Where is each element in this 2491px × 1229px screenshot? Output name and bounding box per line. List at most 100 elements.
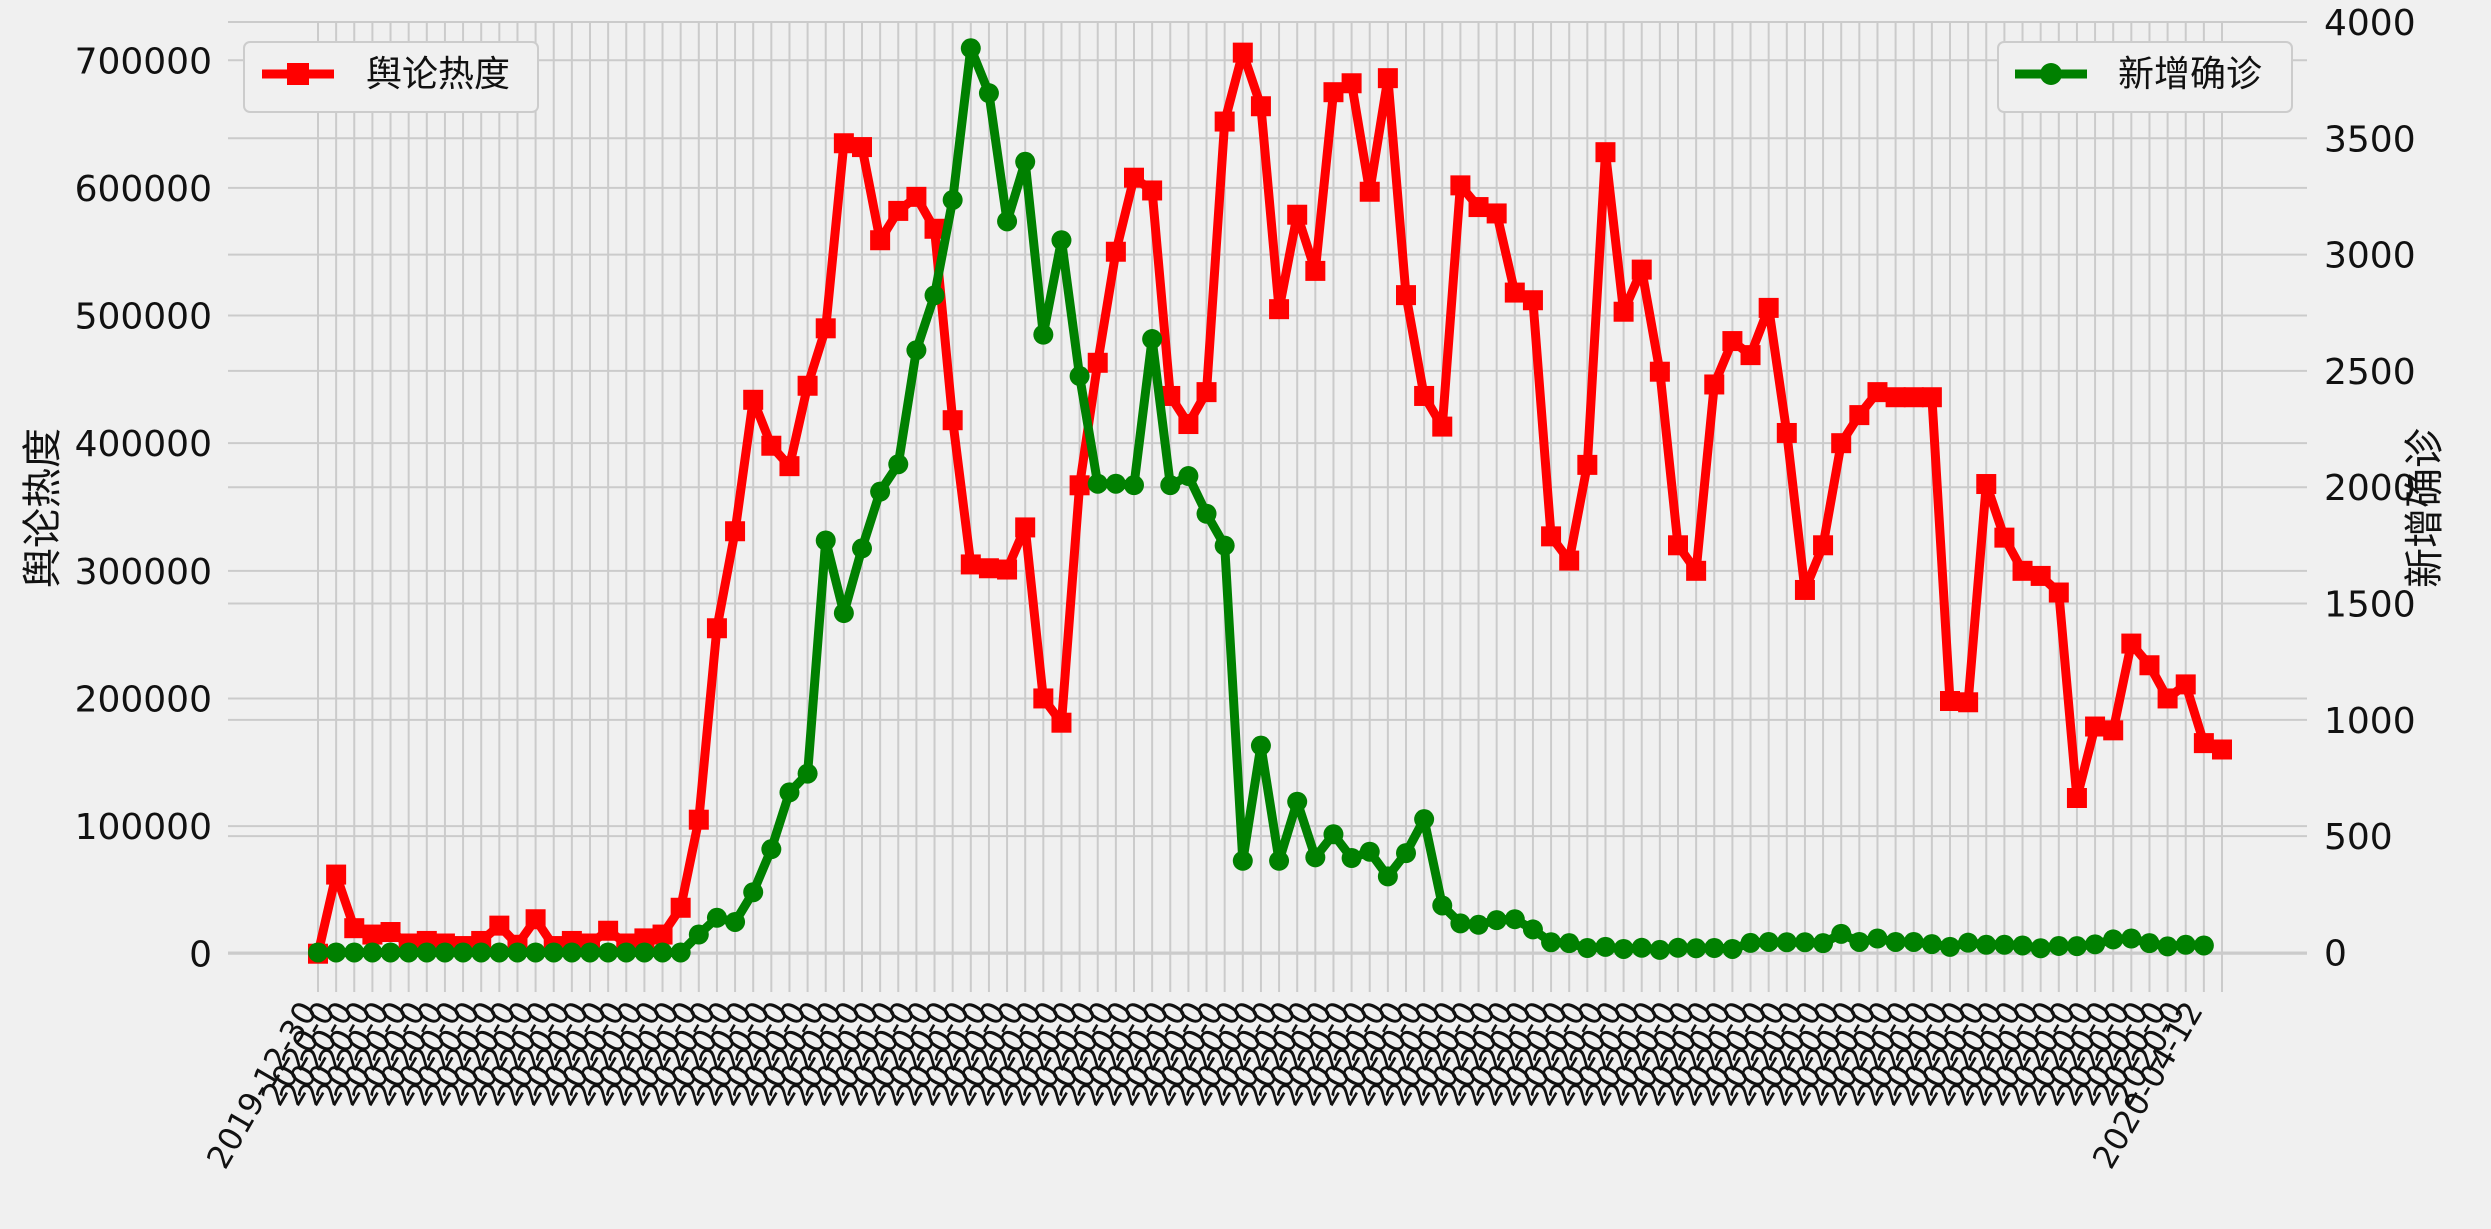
heat-series-point [1776, 422, 1797, 443]
heat-series-point [1323, 82, 1344, 103]
left-tick-label: 400000 [75, 424, 212, 465]
confirmed-series-point [1976, 934, 1997, 955]
confirmed-series-point [1813, 933, 1834, 954]
confirmed-series-point [1305, 847, 1326, 868]
confirmed-series-point [1196, 503, 1217, 524]
confirmed-series-point [1522, 919, 1543, 940]
heat-series-point [1940, 691, 1960, 711]
series-left [308, 42, 2232, 964]
heat-series-point [1015, 517, 1036, 538]
confirmed-series-point [1468, 914, 1489, 935]
legend-right-swatch-marker [2040, 63, 2062, 85]
heat-series-point [1287, 204, 1308, 225]
heat-series-point [1468, 197, 1489, 218]
heat-series-point [1541, 526, 1562, 547]
confirmed-series-point [833, 603, 854, 624]
heat-series-point [1142, 180, 1163, 201]
confirmed-series-point [471, 942, 492, 963]
confirmed-series-point [870, 481, 891, 502]
confirmed-series-point [725, 911, 746, 932]
heat-series-point [1686, 560, 1707, 581]
heat-series-point [362, 924, 383, 945]
confirmed-series-point [507, 942, 528, 963]
confirmed-series-point [1776, 932, 1797, 953]
heat-series-point [634, 928, 655, 949]
confirmed-series-point [2030, 938, 2051, 959]
heat-series-point [815, 318, 836, 339]
heat-series-point [1631, 259, 1652, 280]
right-axis-label: 新增确诊 [2402, 428, 2448, 588]
heat-series-point [2121, 633, 2142, 654]
confirmed-series-point [997, 211, 1018, 232]
heat-series-point [1069, 475, 1090, 496]
confirmed-series-point [398, 942, 419, 963]
heat-series-point [1921, 387, 1942, 408]
confirmed-series-point [2012, 935, 2033, 956]
confirmed-series-point [1794, 932, 1815, 953]
heat-series-point [1994, 527, 2015, 548]
confirmed-series-point [344, 942, 365, 963]
right-tick-label: 1500 [2324, 585, 2416, 626]
heat-series-point [1704, 374, 1725, 395]
heat-series-point [1668, 535, 1688, 556]
heat-series-point [1051, 712, 1072, 733]
heat-series-point [1087, 352, 1108, 373]
confirmed-series-point [1559, 933, 1580, 954]
right-tick-label: 0 [2324, 933, 2347, 974]
confirmed-series-point [1105, 473, 1126, 494]
heat-series-point [1432, 416, 1453, 437]
confirmed-series-point [688, 924, 709, 945]
confirmed-series-point [561, 942, 582, 963]
heat-series-point [2048, 582, 2069, 603]
legend-left: 舆论热度 [243, 41, 539, 113]
confirmed-series-point [2175, 934, 2196, 955]
confirmed-series-point [2048, 935, 2069, 956]
heat-series-point [652, 924, 673, 945]
left-axis-label: 舆论热度 [20, 428, 66, 588]
left-tick-label: 700000 [75, 41, 212, 82]
heat-series-point [1504, 282, 1525, 303]
confirmed-series-point [1269, 850, 1290, 871]
heat-series-point [942, 410, 963, 431]
heat-series-point [1577, 454, 1598, 475]
right-tick-label: 2000 [2324, 468, 2416, 509]
confirmed-series-point [1649, 939, 1670, 960]
confirmed-series-point [1831, 923, 1852, 944]
confirmed-series-point [1849, 931, 1870, 952]
confirmed-series-point [2193, 935, 2214, 956]
legend-right: 新增确诊 [1997, 41, 2293, 113]
confirmed-series-point [652, 942, 673, 963]
heat-series-point [1033, 688, 1054, 709]
heat-series-point [1196, 382, 1217, 403]
confirmed-series-point [978, 83, 999, 104]
confirmed-series-point [489, 942, 510, 963]
left-axis-ticks: 0 100000 200000 300000 400000 500000 600000 700… [75, 41, 212, 975]
confirmed-series-point [1250, 735, 1271, 756]
confirmed-series-point [1287, 791, 1308, 812]
confirmed-series-point [743, 882, 764, 903]
confirmed-series-point [1396, 843, 1416, 864]
confirmed-series-point [797, 763, 818, 784]
confirmed-series-point [1740, 932, 1761, 953]
confirmed-series-point [2157, 936, 2178, 957]
confirmed-series-point [380, 942, 401, 963]
confirmed-series-point [580, 942, 600, 963]
heat-series-point [1377, 68, 1398, 89]
confirmed-series-point [598, 942, 619, 963]
heat-series-point [326, 864, 347, 885]
heat-series-point [1414, 385, 1435, 406]
heat-series-point [598, 920, 619, 941]
confirmed-series-point [2103, 929, 2124, 950]
heat-series-point [1740, 345, 1761, 366]
heat-series-point [888, 200, 909, 221]
heat-series-point [525, 909, 546, 930]
legend-left-box [243, 41, 539, 113]
heat-series-point [906, 186, 927, 207]
confirmed-series-point [706, 907, 727, 928]
heat-series-point [344, 918, 365, 939]
heat-series-point [1976, 474, 1997, 495]
confirmed-series-point [1178, 466, 1199, 487]
confirmed-series-point [1613, 938, 1634, 959]
heat-series-point [1649, 361, 1670, 382]
heat-series-point [2175, 674, 2196, 695]
